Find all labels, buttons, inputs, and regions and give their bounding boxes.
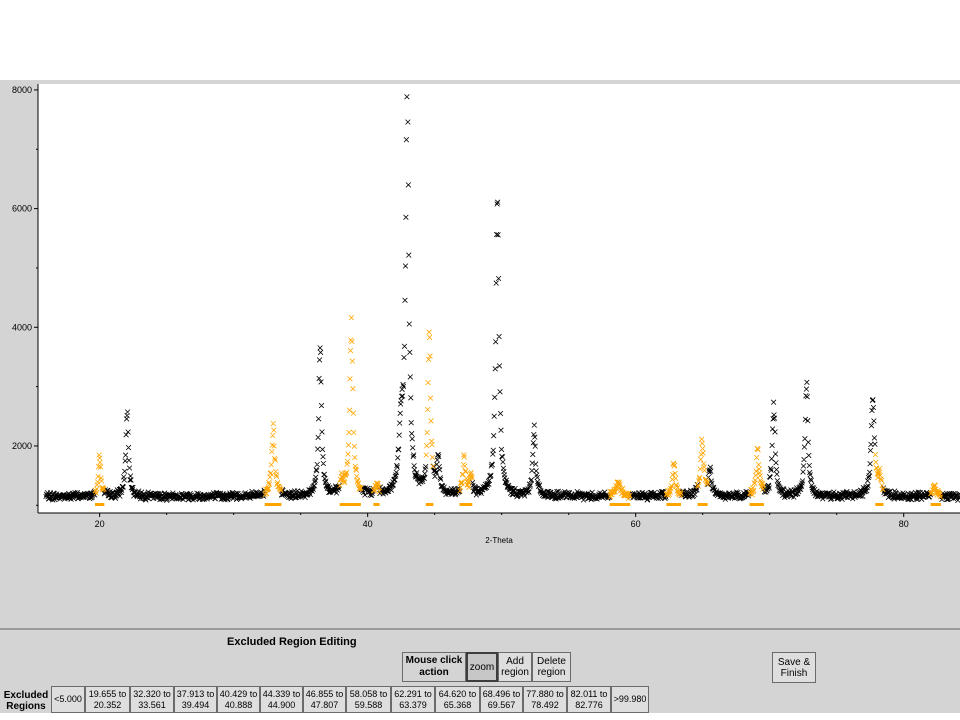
region-button[interactable]: >99.980	[611, 686, 649, 713]
x-tick-label: 80	[899, 519, 909, 529]
plot-axes: 20 40 60 80 2000 4000 6000 8000	[12, 84, 960, 529]
region-button[interactable]: 58.058 to 59.588	[346, 686, 391, 713]
plot-area[interactable]	[38, 84, 960, 513]
x-tick-label: 60	[631, 519, 641, 529]
excluded-region-bars	[95, 503, 941, 506]
panel-title: Excluded Region Editing	[227, 636, 357, 648]
excluded-region-bar	[459, 503, 473, 506]
excluded-region-editor-window: 20 40 60 80 2000 4000 6000 8000 2-Theta Exclude…	[0, 80, 960, 713]
mouse-click-action-label: Mouse click action	[402, 652, 466, 682]
region-button[interactable]: <5.000	[51, 686, 85, 713]
excluded-region-bar	[749, 503, 764, 506]
y-tick-label: 8000	[12, 85, 32, 95]
excluded-region-bar	[609, 503, 631, 506]
zoom-button[interactable]: zoom	[466, 652, 498, 682]
excluded-region-bar	[930, 503, 941, 506]
excluded-region-bar	[425, 503, 434, 506]
y-tick-label: 2000	[12, 441, 32, 451]
region-button[interactable]: 44.339 to 44.900	[260, 686, 303, 713]
region-button[interactable]: 68.496 to 69.567	[480, 686, 523, 713]
excluded-region-bar	[339, 503, 361, 506]
region-button[interactable]: 82.011 to 82.776	[567, 686, 611, 713]
excluded-region-bar	[95, 503, 105, 506]
x-tick-label: 20	[95, 519, 105, 529]
save-finish-button[interactable]: Save & Finish	[772, 652, 816, 683]
region-button[interactable]: 40.429 to 40.888	[217, 686, 260, 713]
excluded-region-bar	[666, 503, 681, 506]
add-region-button[interactable]: Add region	[498, 652, 532, 682]
delete-region-button[interactable]: Delete region	[532, 652, 571, 682]
excluded-points	[92, 315, 944, 502]
region-button[interactable]: 77.880 to 78.492	[523, 686, 567, 713]
excluded-region-bar	[697, 503, 708, 506]
y-tick-label: 4000	[12, 322, 32, 332]
excluded-region-bar	[264, 503, 282, 506]
x-axis-label: 2-Theta	[485, 536, 513, 545]
diffraction-plot[interactable]: 20 40 60 80 2000 4000 6000 8000 2-Theta	[0, 80, 960, 628]
excluded-region-bar	[373, 503, 380, 506]
region-button[interactable]: 46.855 to 47.807	[303, 686, 346, 713]
excluded-region-bar	[875, 503, 884, 506]
included-points	[43, 94, 960, 503]
region-button[interactable]: 19.655 to 20.352	[85, 686, 130, 713]
region-button[interactable]: 64.620 to 65.368	[435, 686, 480, 713]
region-button[interactable]: 32.320 to 33.561	[130, 686, 174, 713]
region-button[interactable]: 37.913 to 39.494	[174, 686, 217, 713]
excluded-region-panel: Excluded Region Editing Mouse click acti…	[0, 628, 960, 713]
region-button[interactable]: 62.291 to 63.379	[391, 686, 435, 713]
excluded-regions-label: Excluded Regions	[3, 690, 49, 712]
data-markers	[43, 94, 960, 503]
x-tick-label: 40	[363, 519, 373, 529]
y-tick-label: 6000	[12, 204, 32, 214]
